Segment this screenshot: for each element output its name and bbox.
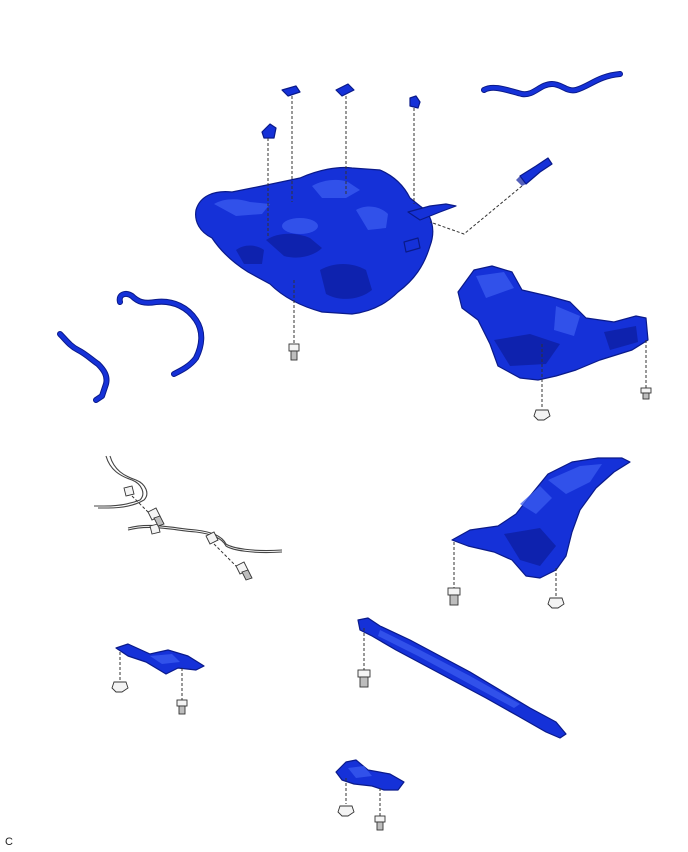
bracket-bolt (447, 587, 461, 606)
lower-left-bolt (176, 699, 188, 715)
bottom-bolt (374, 815, 386, 831)
cable-bolt-2 (235, 561, 253, 581)
leader-line-cable-bolt-1 (131, 495, 151, 515)
rear-floor-bracket (451, 457, 631, 579)
leader-line-filler (429, 185, 523, 235)
tank-top-clip-2 (281, 85, 301, 97)
leader-line-cable-bolt-2 (213, 543, 239, 569)
bottom-nut (337, 805, 355, 817)
brake-tube-right (116, 291, 205, 377)
bottom-center-bracket (335, 759, 405, 791)
cable-bolt-1 (147, 507, 165, 527)
fuel-tank (195, 166, 457, 315)
filler-pipe-end (516, 157, 553, 186)
figure-code-label: C (5, 836, 13, 848)
tank-top-clip-1 (261, 123, 277, 139)
tank-bolt (288, 343, 300, 361)
protector-nut (533, 409, 551, 421)
parking-brake-cable (94, 455, 283, 554)
tank-top-clip-3 (335, 83, 355, 97)
bracket-nut (547, 597, 565, 609)
lower-left-nut (111, 681, 129, 693)
protector-bolt (640, 387, 652, 400)
brace-bolt (357, 669, 371, 688)
lower-brace (357, 617, 567, 739)
lower-left-bracket (115, 643, 205, 675)
fuel-tank-protector (457, 265, 649, 381)
fuel-tube-upper (481, 71, 623, 98)
brake-tube-left (57, 331, 110, 403)
tank-top-clip-4 (409, 95, 421, 109)
